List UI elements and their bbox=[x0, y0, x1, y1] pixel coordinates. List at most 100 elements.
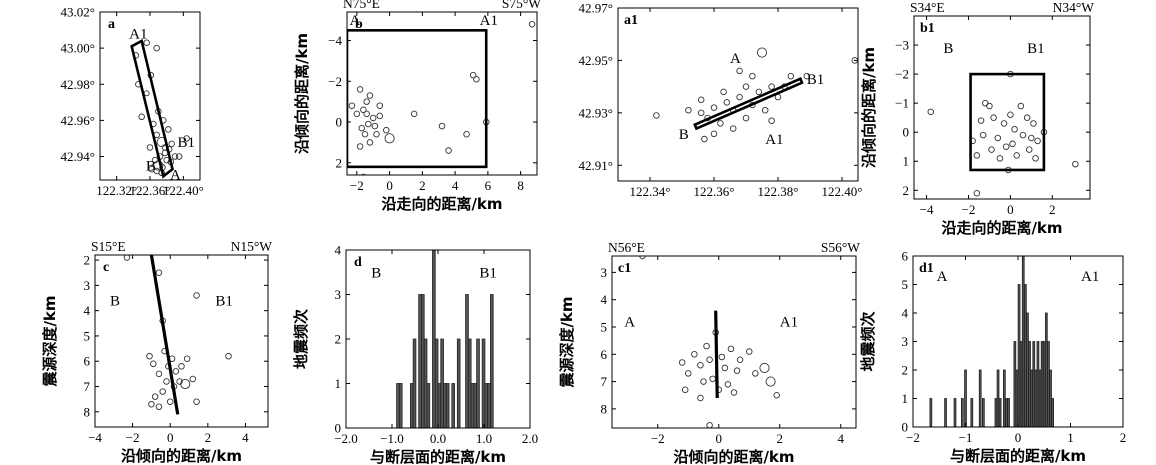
earthquake-point bbox=[761, 106, 769, 114]
direction-label-right: S75°W bbox=[502, 0, 541, 11]
y-tick-label: 0 bbox=[335, 421, 342, 436]
earthquake-point bbox=[360, 106, 367, 114]
y-tick-label: 0 bbox=[902, 420, 909, 435]
histogram-bar bbox=[467, 338, 472, 428]
earthquake-point bbox=[994, 134, 1002, 142]
earthquake-point bbox=[639, 256, 646, 260]
earthquake-point bbox=[759, 362, 770, 373]
earthquake-point bbox=[729, 125, 737, 132]
earthquake-point bbox=[353, 110, 361, 118]
histogram-bar bbox=[982, 398, 985, 427]
earthquake-point bbox=[768, 83, 775, 90]
earthquake-point bbox=[376, 102, 384, 109]
earthquake-point bbox=[150, 360, 157, 368]
histogram-bar bbox=[490, 294, 494, 428]
histogram-bar bbox=[978, 369, 982, 427]
x-tick-label: 2 bbox=[1049, 202, 1056, 217]
histogram-bar bbox=[456, 338, 461, 428]
earthquake-point bbox=[438, 122, 446, 130]
earthquake-point bbox=[159, 388, 166, 395]
panel-label: a1 bbox=[624, 13, 638, 28]
y-tick-label: 7 bbox=[84, 379, 91, 394]
plot-frame bbox=[617, 7, 859, 182]
y-tick-label: 3 bbox=[601, 265, 608, 280]
histogram-bar bbox=[418, 294, 422, 428]
histogram-bar bbox=[929, 398, 933, 427]
direction-label-right: N15°W bbox=[231, 239, 273, 254]
earthquake-point bbox=[697, 109, 705, 117]
fault-plane-box bbox=[347, 29, 488, 169]
histogram-bar bbox=[473, 383, 478, 428]
y-tick-label: 2 bbox=[903, 183, 910, 198]
y-tick-label: 3 bbox=[902, 334, 909, 349]
earthquake-point bbox=[146, 144, 154, 151]
y-tick-label: −1 bbox=[895, 96, 909, 111]
panel-d: −2.0 −1.0 0.0 1.0 2.0 0 1 2 3 4dB B1 与断层面的距离/km 地震频次 bbox=[292, 243, 538, 465]
earthquake-point bbox=[703, 342, 710, 350]
y-tick-label: 43.00° bbox=[61, 41, 95, 56]
y-axis-label: 地震频次 bbox=[859, 311, 877, 371]
earthquake-point bbox=[717, 120, 724, 127]
x-tick-label: −2 bbox=[350, 178, 364, 193]
x-tick-label: 122.40° bbox=[822, 184, 863, 199]
earthquake-point bbox=[528, 20, 536, 28]
histogram-bar bbox=[443, 383, 447, 428]
section-endpoint-label: B bbox=[943, 41, 953, 57]
histogram-bar bbox=[961, 398, 964, 427]
earthquake-point bbox=[143, 39, 150, 46]
histogram-bar bbox=[994, 398, 998, 427]
y-tick-label: 6 bbox=[84, 354, 91, 369]
earthquake-point bbox=[1019, 131, 1027, 139]
earthquake-point bbox=[365, 120, 372, 128]
direction-label-left: N75°E bbox=[343, 0, 380, 11]
y-tick-label: 4 bbox=[601, 292, 608, 307]
histogram-bar bbox=[1042, 341, 1046, 427]
earthquake-point bbox=[973, 189, 981, 197]
earthquake-point bbox=[143, 90, 150, 97]
section-endpoint-label: B bbox=[146, 159, 156, 175]
earthquake-point bbox=[990, 114, 997, 121]
earthquake-point bbox=[360, 173, 366, 175]
earthquake-point bbox=[736, 356, 744, 363]
histogram-bar bbox=[396, 383, 400, 428]
earthquake-point bbox=[1000, 120, 1008, 127]
section-endpoint-label: B1 bbox=[479, 265, 497, 281]
earthquake-point bbox=[1017, 102, 1025, 110]
y-tick-label: 5 bbox=[84, 328, 91, 343]
y-tick-label: 4 bbox=[335, 243, 342, 258]
histogram-bar bbox=[1028, 341, 1031, 427]
x-tick-label: 8 bbox=[517, 178, 524, 193]
earthquake-point bbox=[180, 378, 191, 390]
histogram-bar bbox=[412, 338, 417, 428]
x-tick-label: 4 bbox=[242, 430, 249, 445]
section-endpoint-label: A bbox=[937, 269, 948, 285]
histogram-bar bbox=[996, 369, 1000, 427]
earthquake-point bbox=[768, 117, 775, 124]
earthquake-point bbox=[175, 153, 183, 160]
earthquake-point bbox=[366, 139, 374, 146]
earthquake-point bbox=[146, 352, 153, 360]
section-endpoint-label: B bbox=[371, 265, 381, 281]
earthquake-point bbox=[755, 88, 763, 96]
earthquake-point bbox=[176, 378, 183, 385]
earthquake-point bbox=[678, 359, 686, 366]
earthquake-point bbox=[718, 353, 726, 361]
earthquake-point bbox=[736, 67, 743, 75]
earthquake-point bbox=[348, 102, 356, 109]
section-endpoint-label: B1 bbox=[215, 294, 233, 310]
histogram-bar bbox=[1034, 369, 1038, 427]
x-tick-label: −4 bbox=[88, 430, 102, 445]
earthquake-point bbox=[383, 126, 390, 134]
earthquake-point bbox=[742, 83, 750, 90]
plot-frame bbox=[346, 11, 538, 176]
histogram-bar bbox=[1032, 341, 1036, 427]
panel-label: d bbox=[354, 255, 362, 270]
x-tick-label: 0 bbox=[167, 430, 174, 445]
x-tick-label: 0 bbox=[716, 431, 723, 446]
y-axis-label: 沿倾向的距离/km bbox=[860, 47, 878, 168]
earthquake-point bbox=[724, 381, 732, 388]
earthquake-point bbox=[1009, 140, 1016, 148]
histogram-bar bbox=[1013, 341, 1017, 427]
earthquake-point bbox=[1028, 134, 1035, 142]
y-tick-label: 2 bbox=[336, 155, 343, 170]
